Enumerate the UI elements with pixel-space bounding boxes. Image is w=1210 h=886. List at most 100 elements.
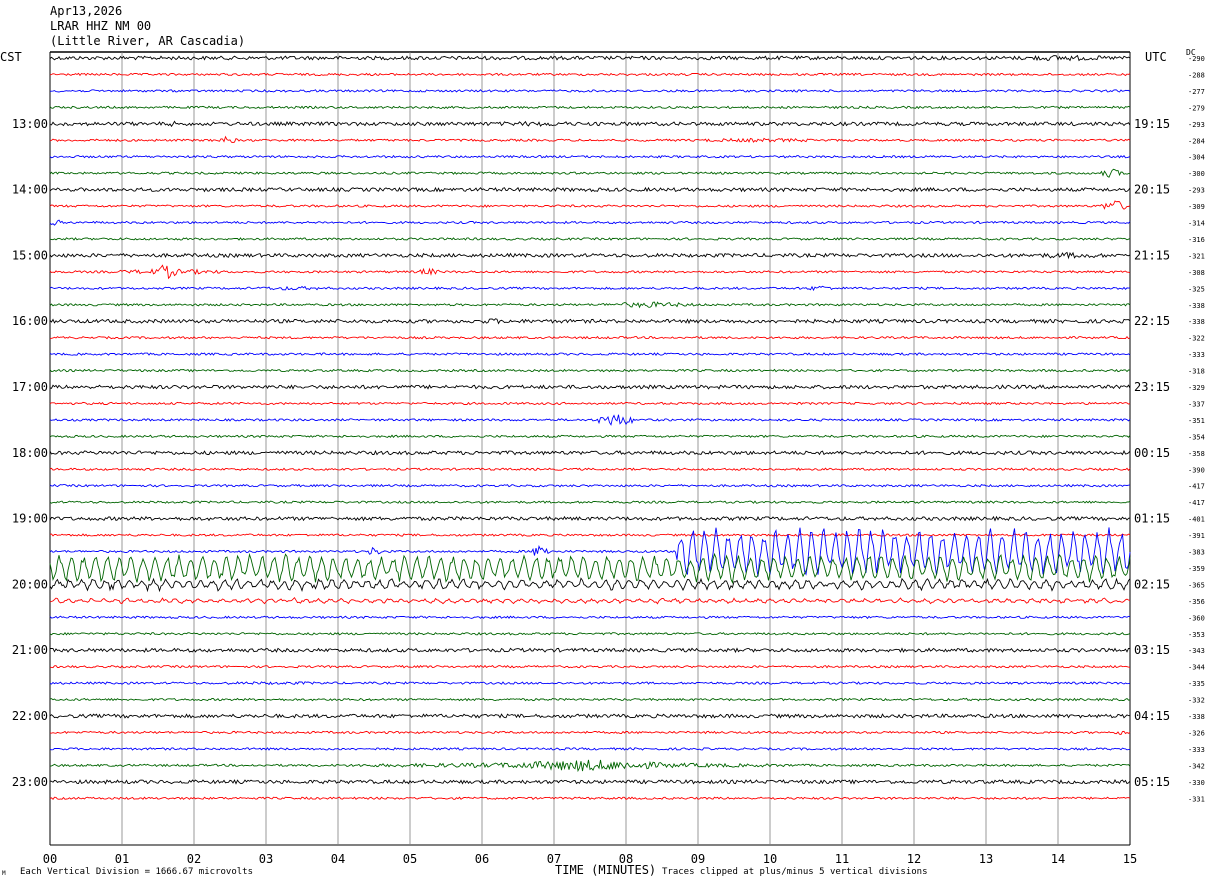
- trace-row: [49, 467, 1131, 472]
- trace-row: [49, 251, 1131, 260]
- dc-offset-label: -342: [1188, 762, 1205, 770]
- dc-offset-label: -401: [1188, 516, 1205, 524]
- x-tick-label: 12: [907, 852, 921, 866]
- trace-row: [49, 335, 1131, 340]
- dc-offset-label: -279: [1188, 104, 1205, 112]
- trace-row: [49, 200, 1131, 210]
- dc-offset-label: -338: [1188, 318, 1205, 326]
- trace-row: [49, 285, 1131, 292]
- trace-row: [49, 713, 1131, 719]
- trace-row: [49, 237, 1131, 241]
- dc-offset-label: -344: [1188, 664, 1205, 672]
- dc-offset-label: -330: [1188, 779, 1205, 787]
- trace-row: [49, 186, 1131, 193]
- dc-offset-label: -391: [1188, 532, 1205, 540]
- left-hour-label: 19:00: [12, 512, 48, 526]
- x-tick-label: 08: [619, 852, 633, 866]
- trace-row: [49, 664, 1131, 669]
- trace-row: [49, 615, 1131, 620]
- x-tick-label: 05: [403, 852, 417, 866]
- x-tick-label: 01: [115, 852, 129, 866]
- trace-row: [49, 747, 1131, 751]
- dc-offset-label: -309: [1188, 203, 1205, 211]
- dc-offset-label: -338: [1188, 302, 1205, 310]
- grid-lines: [49, 51, 1131, 846]
- trace-row: [49, 515, 1131, 522]
- clip-note: Traces clipped at plus/minus 5 vertical …: [662, 867, 928, 877]
- dc-offset-label: -326: [1188, 729, 1205, 737]
- x-tick-label: 14: [1051, 852, 1065, 866]
- dc-label: DC: [1186, 48, 1196, 57]
- dc-offset-label: -318: [1188, 368, 1205, 376]
- trace-row: [49, 301, 1131, 309]
- left-hour-label: 16:00: [12, 314, 48, 328]
- dc-offset-label: -325: [1188, 285, 1205, 293]
- dc-offset-label: -304: [1188, 154, 1205, 162]
- dc-offset-label: -383: [1188, 549, 1205, 557]
- dc-offset-label: -314: [1188, 220, 1205, 228]
- x-tick-label: 04: [331, 852, 345, 866]
- trace-row: [49, 352, 1131, 356]
- right-hour-label: 22:15: [1134, 314, 1170, 328]
- x-tick-label: 11: [835, 852, 849, 866]
- dc-offset-label: -353: [1188, 631, 1205, 639]
- dc-offset-label: -358: [1188, 450, 1205, 458]
- left-hour-label: 21:00: [12, 643, 48, 657]
- trace-row: [49, 552, 1131, 585]
- location-label: (Little River, AR Cascadia): [50, 34, 246, 48]
- trace-row: [49, 264, 1131, 280]
- trace-row: [49, 414, 1131, 426]
- trace-row: [49, 318, 1131, 325]
- trace-row: [49, 434, 1131, 439]
- x-tick-label: 00: [43, 852, 57, 866]
- left-hour-label: 15:00: [12, 248, 48, 262]
- trace-row: [49, 105, 1131, 110]
- x-tick-label: 10: [763, 852, 777, 866]
- dc-offset-label: -284: [1188, 137, 1205, 145]
- dc-offset-label: -417: [1188, 483, 1205, 491]
- dc-offset-label: -277: [1188, 88, 1205, 96]
- seismic-traces: [49, 54, 1131, 801]
- station-label: LRAR HHZ NM 00: [50, 19, 152, 33]
- dc-offset-label: -322: [1188, 335, 1205, 343]
- left-hour-label: 13:00: [12, 117, 48, 131]
- dc-offset-label: -331: [1188, 795, 1205, 803]
- dc-offset-label: -316: [1188, 236, 1205, 244]
- dc-offset-label: -333: [1188, 351, 1205, 359]
- x-tick-label: 02: [187, 852, 201, 866]
- dc-offset-label: -308: [1188, 269, 1205, 277]
- dc-offset-label: -343: [1188, 647, 1205, 655]
- trace-row: [49, 368, 1131, 373]
- right-hour-label: 21:15: [1134, 248, 1170, 262]
- dc-offset-label: -359: [1188, 565, 1205, 573]
- trace-row: [49, 681, 1131, 686]
- date-label: Apr13,2026: [50, 4, 123, 18]
- right-hour-label: 00:15: [1134, 446, 1170, 460]
- dc-offset-label: -333: [1188, 746, 1205, 754]
- trace-row: [49, 631, 1131, 636]
- trace-row: [49, 135, 1131, 143]
- left-hour-label: 14:00: [12, 183, 48, 197]
- corner-mark: M: [2, 870, 6, 877]
- trace-row: [49, 596, 1131, 605]
- dc-offset-label: -290: [1188, 55, 1205, 63]
- trace-row: [49, 779, 1131, 785]
- trace-row: [49, 219, 1131, 226]
- dc-offset-label: -390: [1188, 466, 1205, 474]
- right-hour-label: 05:15: [1134, 775, 1170, 789]
- scale-note: Each Vertical Division = 1666.67 microvo…: [20, 867, 253, 877]
- trace-row: [50, 647, 1130, 654]
- left-timezone-label: CST: [0, 50, 22, 64]
- trace-row: [49, 796, 1131, 801]
- left-hour-label: 18:00: [12, 446, 48, 460]
- dc-offset-label: -338: [1188, 713, 1205, 721]
- dc-offset-label: -293: [1188, 187, 1205, 195]
- trace-row: [49, 533, 1131, 537]
- dc-offset-label: -321: [1188, 252, 1205, 260]
- trace-row: [49, 500, 1131, 504]
- dc-offset-label: -332: [1188, 697, 1205, 705]
- x-tick-label: 15: [1123, 852, 1137, 866]
- dc-offset-label: -337: [1188, 400, 1205, 408]
- right-timezone-label: UTC: [1145, 50, 1167, 64]
